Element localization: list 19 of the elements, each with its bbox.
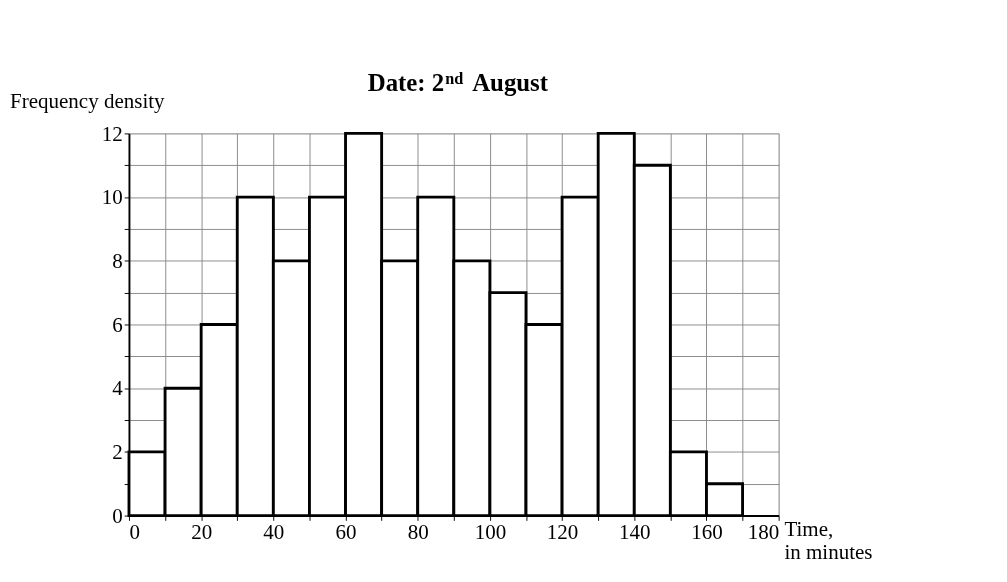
- x-tick-label: 120: [546, 520, 579, 544]
- y-tick-label: 6: [112, 312, 123, 337]
- x-tick-label: 160: [691, 520, 723, 544]
- y-tick-label: 8: [112, 248, 123, 273]
- y-tick-label: 2: [112, 440, 123, 465]
- y-axis-title: Frequency density: [10, 89, 166, 114]
- y-tick-label: 4: [112, 376, 124, 401]
- x-tick-label: 40: [263, 520, 285, 544]
- x-tick-label: 140: [619, 520, 651, 544]
- y-tick-label: 12: [101, 121, 123, 146]
- x-tick-label: 0: [129, 520, 140, 544]
- x-tick-label: 20: [191, 520, 213, 544]
- y-tick-label: 10: [101, 185, 123, 210]
- x-tick-label: 60: [335, 520, 357, 544]
- x-tick-label: 180: [747, 520, 780, 544]
- y-tick-label: 0: [112, 503, 123, 528]
- x-tick-label: 100: [474, 520, 507, 544]
- x-tick-label: 80: [407, 520, 429, 544]
- x-axis-title: Time, in minutes: [784, 516, 873, 564]
